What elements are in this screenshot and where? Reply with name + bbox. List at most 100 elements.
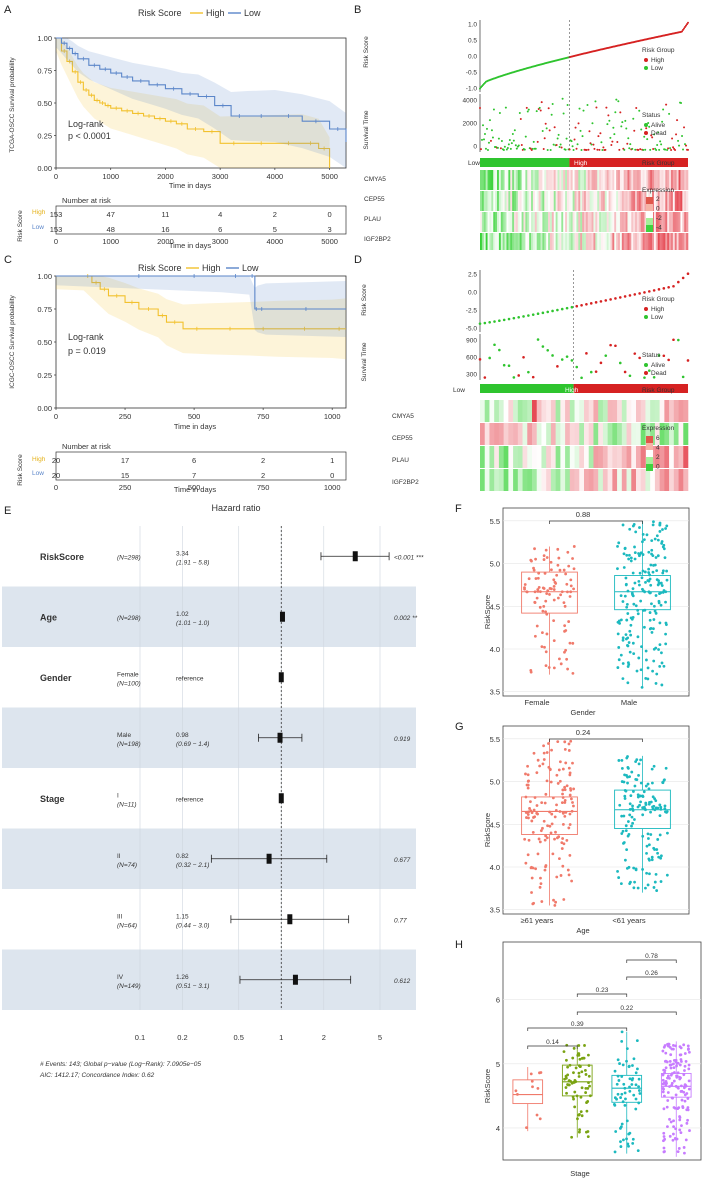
heatmap-cell — [610, 170, 613, 190]
box-jitter-point — [625, 1059, 628, 1063]
box-jitter-point — [533, 547, 536, 551]
heatmap-cell — [532, 212, 536, 232]
heatmap-cell — [661, 233, 664, 250]
box-jitter-point — [675, 1074, 679, 1078]
heatmap-cell — [669, 446, 675, 468]
risk-xtick-label: 250 — [119, 483, 132, 492]
survival-time-point — [551, 102, 554, 105]
risk-low-count: 15 — [121, 471, 129, 480]
km-a-risk-row-low: Low — [32, 224, 44, 231]
box-jitter-point — [548, 810, 552, 814]
heatmap-cell — [607, 400, 613, 422]
heatmap-cell — [598, 423, 604, 445]
survival-time-point — [597, 135, 600, 138]
box-jitter-point — [567, 826, 571, 830]
box-jitter-point — [526, 813, 530, 816]
risk-low-count: 7 — [192, 471, 196, 480]
heatmap-cell — [655, 233, 659, 250]
heatmap-cell — [506, 212, 509, 232]
heatmap-cell — [503, 423, 509, 445]
heatmap-cell — [599, 212, 602, 232]
risk-high-count: 153 — [50, 210, 63, 219]
risk-score-point — [628, 294, 632, 297]
survival-time-point — [612, 126, 615, 129]
box-jitter-point — [628, 813, 632, 817]
box-jitter-point — [632, 652, 636, 656]
box-jitter-point — [649, 627, 653, 630]
heatmap-cell — [674, 191, 677, 211]
b-expr-title: Expression — [642, 187, 675, 194]
risk-low-count: 153 — [50, 225, 63, 234]
heatmap-cell — [489, 191, 492, 211]
box-jitter-point — [571, 1056, 575, 1060]
survival-time-point — [531, 147, 534, 150]
heatmap-cell — [636, 212, 640, 232]
box-jitter-point — [636, 612, 640, 616]
heatmap-cell — [599, 233, 602, 250]
box-jitter-point — [631, 594, 635, 598]
heatmap-cell — [682, 170, 685, 190]
box-jitter-point — [631, 615, 635, 619]
risk-score-point — [667, 286, 670, 289]
box-jitter-point — [572, 1071, 575, 1075]
box-jitter-point — [625, 1119, 629, 1123]
heatmap-cell — [669, 170, 672, 190]
survival-time-point — [498, 348, 501, 352]
box-jitter-point — [588, 1094, 592, 1098]
survival-time-point — [548, 129, 551, 132]
heatmap-cell — [608, 191, 611, 211]
heatmap-cell — [659, 446, 665, 468]
heatmap-cell — [544, 212, 547, 232]
box-jitter-point — [560, 847, 564, 850]
time-ytick-label: 600 — [466, 355, 477, 362]
box-jitter-point — [620, 814, 624, 818]
box-jitter-point — [631, 821, 635, 825]
box-jitter-point — [652, 764, 656, 768]
box-jitter-point — [558, 779, 562, 783]
heatmap-cell — [549, 191, 553, 211]
km-ytick-label: 1.00 — [37, 34, 52, 43]
heatmap-cell — [500, 212, 503, 232]
box-jitter-point — [634, 867, 638, 871]
box-jitter-point — [655, 578, 659, 582]
forest-n-label: (N=11) — [117, 801, 137, 808]
heatmap-cell — [661, 170, 664, 190]
box-jitter-point — [578, 1128, 582, 1132]
box-jitter-point — [568, 853, 572, 857]
heatmap-cell — [574, 400, 580, 422]
heatmap-cell — [480, 191, 483, 211]
box-jitter-point — [687, 1050, 691, 1054]
risk-score-point — [599, 300, 603, 303]
heatmap-cell — [513, 446, 519, 468]
box-jitter-point — [668, 1134, 672, 1138]
survival-time-point — [518, 111, 521, 114]
box-jitter-point — [613, 1103, 617, 1107]
heatmap-cell — [678, 446, 684, 468]
heatmap-cell — [599, 170, 602, 190]
heatmap-cell — [602, 423, 608, 445]
heatmap-cell — [617, 446, 623, 468]
forest-variable-label: Stage — [40, 794, 65, 804]
survival-time-point — [519, 118, 522, 121]
heatmap-cell — [494, 400, 500, 422]
d-legend-rg-title: Risk Group — [642, 296, 675, 303]
box-jitter-point — [567, 620, 571, 623]
box-jitter-point — [664, 1066, 668, 1070]
box-jitter-point — [658, 592, 661, 595]
heatmap-cell — [640, 212, 643, 232]
box-jitter-point — [682, 1146, 686, 1149]
survival-time-point — [479, 148, 482, 151]
box-jitter-point — [586, 1100, 590, 1103]
risk-group-bar-high — [573, 384, 688, 393]
box-jitter-point — [682, 1086, 686, 1090]
survival-time-point — [524, 135, 527, 138]
box-jitter-point — [632, 1093, 636, 1097]
survival-time-point — [489, 139, 492, 142]
survival-time-point — [594, 370, 598, 373]
box-jitter-point — [654, 594, 658, 597]
box-jitter-point — [524, 861, 528, 865]
heatmap-cell — [550, 446, 556, 468]
survival-time-point — [581, 135, 584, 138]
d-bar-low-label: Low — [453, 387, 465, 394]
heatmap-cell — [510, 212, 513, 232]
